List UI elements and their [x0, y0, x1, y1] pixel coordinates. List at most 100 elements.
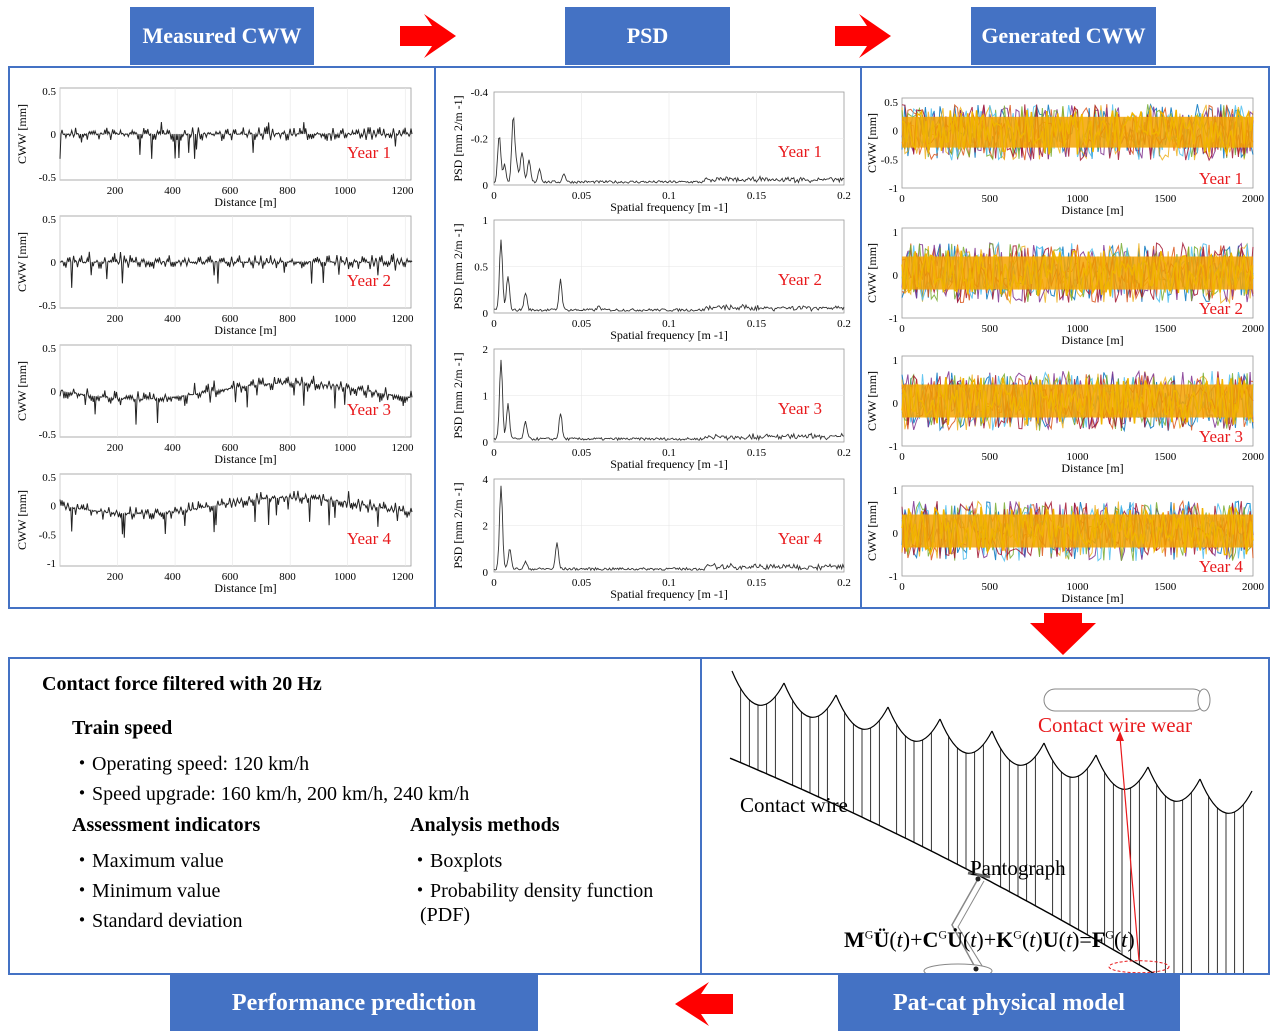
measured-plot-year-1: 0.5 0 -0.5 200 400 600 800 1000 1200 Distance [m]… [15, 86, 414, 209]
performance-header-label: Performance prediction [231, 989, 477, 1016]
psd-panel: -0.4 -0.2 0 0 0.05 0.1 0.15 0.2 Spatial frequenc… [434, 66, 862, 609]
catenary-system [729, 670, 1253, 1031]
y-axis-label: CWW [mm] [15, 490, 29, 550]
generated-cww-header-label: Generated CWW [981, 23, 1146, 48]
plot-frame [59, 87, 412, 181]
x-tick-label: 0 [491, 447, 497, 459]
method-item: ・Boxplots [410, 850, 503, 872]
y-tick-label: 0 [483, 437, 489, 449]
year-label: Year 2 [778, 270, 822, 289]
x-tick-label: 1200 [392, 185, 415, 197]
y-tick-label: -1 [889, 571, 898, 583]
x-tick-label: 400 [164, 442, 181, 454]
x-tick-label: 500 [982, 581, 999, 593]
y-tick-label: 1 [893, 227, 899, 239]
measured-cww-panel: 0.5 0 -0.5 200 400 600 800 1000 1200 Distance [m]… [8, 66, 436, 609]
x-tick-label: 600 [222, 571, 239, 583]
x-axis-label: Distance [m] [214, 323, 276, 337]
y-tick-label: 0.5 [474, 262, 488, 274]
indicators-heading: Assessment indicators [72, 814, 261, 836]
y-axis-label: PSD [mm 2/m -1] [451, 352, 465, 438]
x-tick-label: 1200 [392, 442, 415, 454]
year-label: Year 1 [347, 143, 391, 162]
x-tick-label: 200 [107, 313, 124, 325]
x-tick-label: 2000 [1242, 451, 1265, 463]
x-tick-label: 0 [899, 451, 905, 463]
pantograph-joint [975, 876, 981, 882]
generated-band [902, 514, 1253, 548]
y-tick-label: 0.5 [42, 86, 56, 98]
performance-panel: Contact force filtered with 20 Hz Train … [8, 657, 702, 975]
generated-trace [901, 505, 1254, 556]
x-tick-label: 0 [899, 581, 905, 593]
y-axis-label: PSD [mm 2/m -1] [451, 223, 465, 309]
generated-trace [901, 108, 1254, 157]
left-arrow-icon [675, 982, 733, 1026]
y-tick-label: -0.5 [39, 300, 57, 312]
x-tick-label: 0 [899, 323, 905, 335]
x-axis-label: Spatial frequency [m -1] [610, 328, 728, 342]
cww-signal-line [59, 122, 413, 159]
y-tick-label: 0 [51, 501, 57, 513]
x-tick-label: 1000 [1067, 193, 1090, 205]
plot-frame [59, 473, 412, 567]
y-tick-label: 0 [483, 567, 489, 579]
x-tick-label: 0 [491, 577, 497, 589]
x-tick-label: 400 [164, 571, 181, 583]
x-tick-label: 1000 [334, 185, 357, 197]
y-axis-label: CWW [mm] [15, 361, 29, 421]
wear-region [1108, 960, 1170, 974]
x-tick-label: 500 [982, 451, 999, 463]
y-axis-label: CWW [mm] [865, 113, 879, 173]
x-tick-label: 800 [279, 313, 296, 325]
x-tick-label: 0.2 [837, 190, 851, 202]
y-tick-label: -0.5 [39, 529, 57, 541]
y-tick-label: 0 [483, 180, 489, 192]
x-tick-label: 400 [164, 313, 181, 325]
wire-cylinder-end [1197, 688, 1211, 712]
psd-line [493, 359, 845, 442]
generated-cww-header: Generated CWW [971, 7, 1156, 65]
x-tick-label: 1500 [1154, 451, 1177, 463]
x-tick-label: 0.2 [837, 318, 851, 330]
x-tick-label: 1500 [1154, 193, 1177, 205]
y-tick-label: -0.5 [881, 154, 899, 166]
psd-header: PSD [565, 7, 730, 65]
year-label: Year 4 [1199, 557, 1244, 576]
x-tick-label: 0 [899, 193, 905, 205]
year-label: Year 3 [778, 399, 822, 418]
pat-cat-model-header: Pat-cat physical model [838, 975, 1180, 1031]
y-tick-label: -0.2 [471, 134, 488, 146]
pat-cat-model-panel: Contact wire Contact wire wear Pantograp… [700, 657, 1270, 1031]
x-tick-label: 200 [107, 185, 124, 197]
generated-trace [901, 371, 1254, 432]
x-tick-label: 0.1 [662, 190, 676, 202]
generated-trace [901, 377, 1254, 425]
measured-cww-header: Measured CWW [130, 7, 314, 65]
x-tick-label: 600 [222, 313, 239, 325]
y-tick-label: 0 [51, 257, 57, 269]
generated-cww-panel: 0.5 0 -0.5 -1 0 500 1000 1500 2000 Distance [m] CW… [860, 66, 1270, 609]
y-tick-label: 1 [893, 355, 899, 367]
messenger-wire [731, 670, 1253, 814]
x-tick-label: 2000 [1242, 581, 1265, 593]
x-tick-label: 800 [279, 571, 296, 583]
psd-plot-year-2: 1 0.5 00 0.05 0.1 0.15 0.2 Spatial frequency [m… [451, 215, 851, 342]
down-arrow-icon [1030, 613, 1096, 655]
x-tick-label: 0.15 [747, 190, 767, 202]
y-axis-label: PSD [mm 2/m -1] [451, 482, 465, 568]
measured-cww-header-label: Measured CWW [142, 23, 302, 48]
y-tick-label: 0.5 [42, 472, 56, 484]
y-tick-label: 0.5 [42, 343, 56, 355]
x-tick-label: 200 [107, 571, 124, 583]
year-label: Year 1 [778, 142, 822, 161]
y-tick-label: -0.5 [39, 429, 57, 441]
y-axis-label: CWW [mm] [15, 104, 29, 164]
psd-plot-year-4: 4 2 00 0.05 0.1 0.15 0.2 Spatial frequency [m -… [451, 474, 851, 601]
pantograph-head [967, 871, 991, 879]
measured-plot-year-4: 0.5 0 -0.5 -1 200 400 600 800 1000 1200 Distance [… [15, 472, 414, 595]
y-tick-label: -0.4 [471, 87, 489, 99]
x-axis-label: Distance [m] [1061, 203, 1123, 217]
y-tick-label: -1 [889, 313, 898, 325]
